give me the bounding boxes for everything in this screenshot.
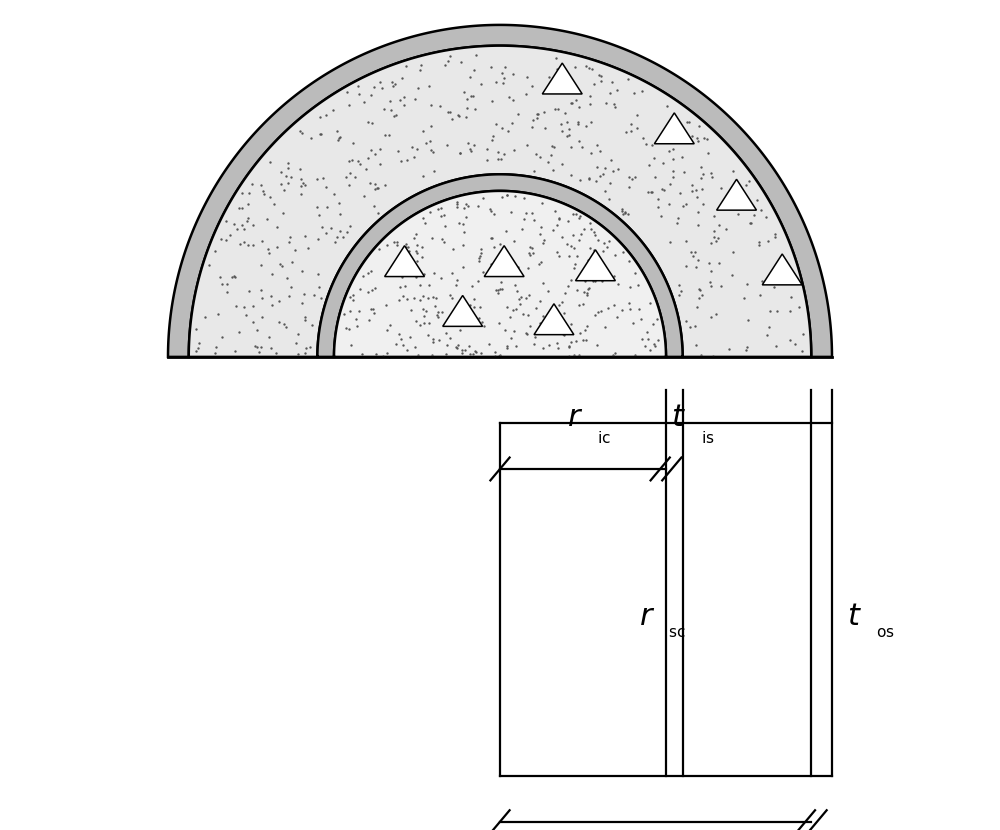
Text: $_{\rm is}$: $_{\rm is}$ xyxy=(701,426,714,446)
Polygon shape xyxy=(189,46,811,357)
Polygon shape xyxy=(542,63,582,94)
Text: $t$: $t$ xyxy=(671,403,686,432)
Polygon shape xyxy=(385,246,424,276)
Polygon shape xyxy=(576,250,615,281)
Polygon shape xyxy=(654,113,694,144)
Polygon shape xyxy=(317,174,683,357)
Polygon shape xyxy=(762,254,802,285)
Text: $r$: $r$ xyxy=(639,602,655,631)
Text: $_{\rm os}$: $_{\rm os}$ xyxy=(876,620,895,641)
Polygon shape xyxy=(168,25,832,357)
Polygon shape xyxy=(717,179,756,210)
Polygon shape xyxy=(534,304,574,334)
Polygon shape xyxy=(443,295,483,326)
Text: $_{\rm sc}$: $_{\rm sc}$ xyxy=(668,620,685,641)
Text: $_{\rm ic}$: $_{\rm ic}$ xyxy=(597,426,611,446)
Polygon shape xyxy=(334,191,666,357)
Polygon shape xyxy=(484,246,524,276)
Text: $r$: $r$ xyxy=(567,403,583,432)
Text: $t$: $t$ xyxy=(847,602,862,631)
